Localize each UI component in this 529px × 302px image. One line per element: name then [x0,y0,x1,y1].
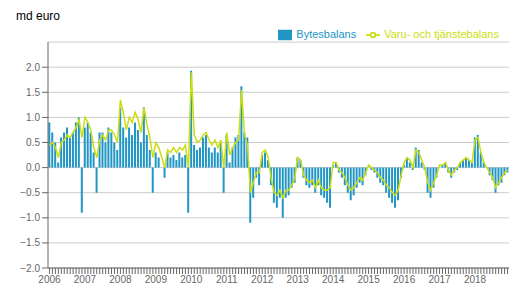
html-text:md euro: md euro [16,9,60,23]
svg-text:2018: 2018 [464,274,487,285]
svg-text:1.0: 1.0 [26,112,40,123]
svg-text:2016: 2016 [393,274,416,285]
svg-text:2006: 2006 [38,274,61,285]
svg-text:1.5: 1.5 [26,87,40,98]
svg-text:2009: 2009 [145,274,168,285]
svg-text:2017: 2017 [428,274,451,285]
svg-text:2011: 2011 [216,274,238,285]
svg-text:2012: 2012 [251,274,274,285]
svg-text:0.0: 0.0 [26,162,40,173]
html-text:Bytesbalans: Bytesbalans [296,28,357,40]
svg-text:−2.0: −2.0 [20,263,40,274]
svg-text:−1.5: −1.5 [20,237,40,248]
svg-text:2007: 2007 [74,274,97,285]
svg-text:2010: 2010 [180,274,203,285]
svg-text:−1.0: −1.0 [20,212,40,223]
svg-text:2008: 2008 [109,274,132,285]
html-text:Varu- och tjänstebalans: Varu- och tjänstebalans [384,28,499,40]
svg-text:2.0: 2.0 [26,62,40,73]
svg-text:2013: 2013 [287,274,310,285]
svg-text:2014: 2014 [322,274,345,285]
svg-text:−0.5: −0.5 [20,187,40,198]
svg-text:2015: 2015 [358,274,381,285]
svg-text:0.5: 0.5 [26,137,40,148]
